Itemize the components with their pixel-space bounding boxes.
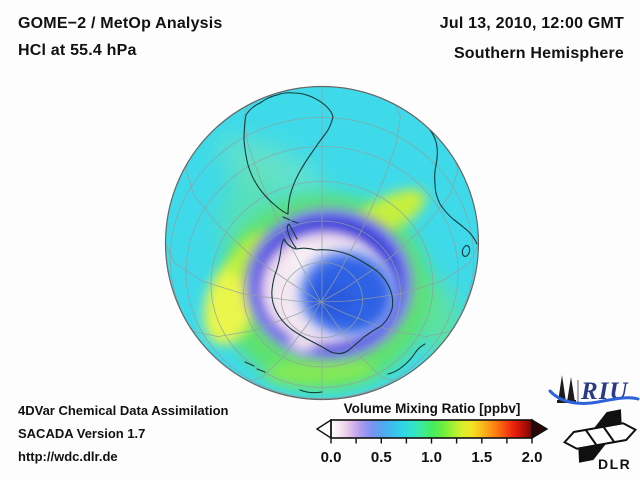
coastline-new-zealand [244, 361, 266, 373]
dlr-wordmark: DLR [598, 456, 631, 472]
riu-swoosh-icon [548, 389, 640, 406]
coastline-australia [387, 343, 426, 375]
timestamp: Jul 13, 2010, 12:00 GMT [439, 15, 624, 32]
coastline-south-america [243, 92, 334, 215]
assimilation-label: 4DVar Chemical Data Assimilation [18, 403, 229, 418]
coastline-africa [429, 129, 478, 245]
tick-label-3: 1.5 [471, 449, 493, 466]
colorbar-frame [315, 418, 549, 444]
coastline-antarctica [271, 238, 394, 355]
globe-limb [164, 85, 480, 401]
tick-label-0: 0.0 [320, 449, 342, 466]
cathedral-icon [558, 375, 566, 402]
tick-label-2: 1.0 [421, 449, 442, 466]
colorbar [314, 418, 550, 446]
colorbar-tick-labels: 0.0 0.5 1.0 1.5 2.0 [314, 449, 550, 467]
graticule [165, 86, 479, 400]
colorbar-ticks [330, 438, 533, 444]
url-label: http://wdc.dlr.de [18, 449, 118, 464]
page-subtitle: HCl at 55.4 hPa [18, 42, 137, 59]
tick-label-1: 0.5 [370, 449, 392, 466]
page-title: GOME−2 / MetOp Analysis [18, 15, 223, 32]
colorbar-gradient [331, 420, 532, 438]
colorbar-title: Volume Mixing Ratio [ppbv] [343, 401, 521, 416]
colorbar-right-arrow-icon [531, 418, 549, 440]
coastline-tierra-del-fuego [282, 216, 299, 224]
colorbar-left-arrow-icon [315, 418, 332, 440]
region-label: Southern Hemisphere [453, 45, 624, 62]
coastline-bottom-islands [299, 389, 323, 394]
riu-logo: RIU [548, 375, 640, 406]
dlr-logo: DLR [562, 409, 638, 472]
tick-label-4: 2.0 [521, 449, 543, 466]
version-label: SACADA Version 1.7 [18, 426, 146, 441]
coastline-madagascar [461, 245, 471, 257]
coastline-antarctic-peninsula [286, 223, 298, 249]
dlr-outline-bar-icon [562, 422, 638, 450]
